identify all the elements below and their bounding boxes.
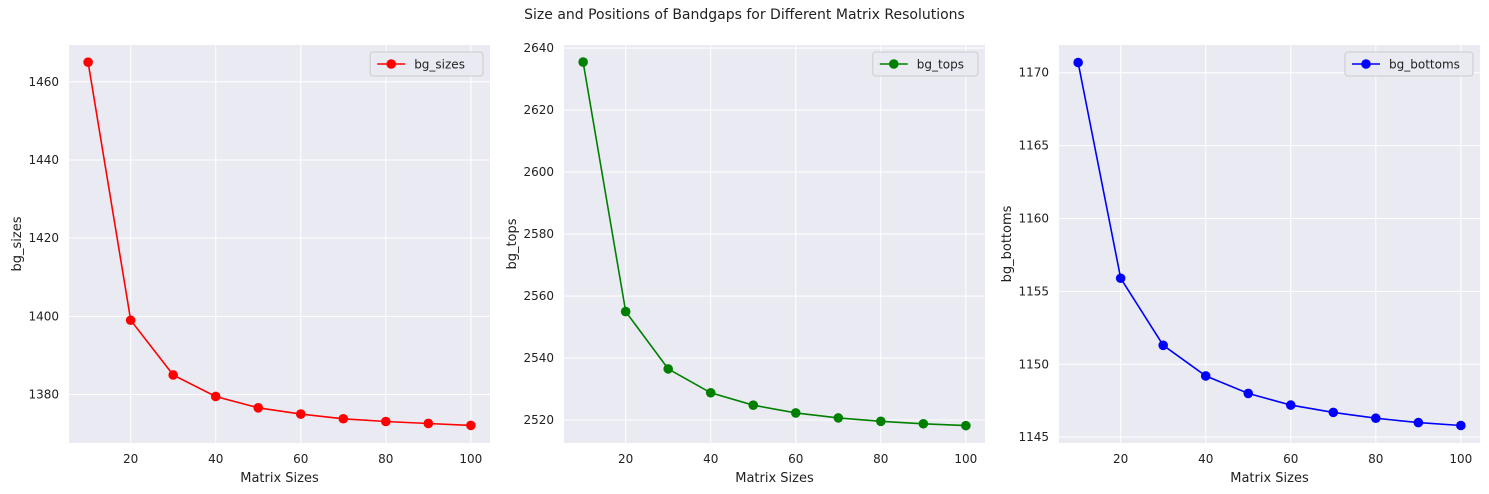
data-point [338,413,349,424]
x-tick-label: 40 [703,452,718,466]
series-line [582,61,966,427]
data-point [663,364,673,374]
y-tick-label: 1165 [1018,139,1049,153]
y-tick-label: 2620 [523,103,554,117]
y-tick-label: 2580 [523,227,554,241]
data-point [1456,420,1466,431]
data-point [748,400,759,410]
legend-marker [889,59,899,69]
data-point [466,420,476,431]
data-point [125,315,136,326]
figure-title: Size and Positions of Bandgaps for Diffe… [524,7,965,23]
legend-box [369,51,484,77]
legend: bg_sizes [369,51,484,77]
x-tick-label: 100 [954,452,977,466]
y-tick-label: 2600 [523,165,554,179]
series-line [1077,62,1461,427]
x-tick-label: 60 [1283,452,1298,466]
y-tick-label: 2640 [523,41,554,55]
y-tick-label: 1380 [28,388,59,402]
legend-marker [1361,59,1371,69]
y-tick-label: 2540 [523,351,554,365]
y-tick-label: 1420 [28,231,59,245]
x-tick-label: 80 [1368,452,1383,466]
y-axis-label: bg_sizes [10,216,25,271]
data-point [381,416,391,427]
legend-label: bg_sizes [414,58,465,72]
x-tick-label: 80 [873,452,888,466]
data-point [1115,273,1126,284]
chart-panel-2: 20 40 60 80 100 2520 2540 2560 2580 2600 2620 2640 M… [505,41,985,486]
x-tick-label: 40 [208,452,223,466]
y-tick-label: 2520 [523,413,554,427]
x-axis-label: Matrix Sizes [240,471,319,486]
x-tick-label: 20 [1113,452,1128,466]
x-tick-label: 60 [293,452,308,466]
y-tick-label: 2560 [523,289,554,303]
data-point [253,403,264,413]
data-point [168,370,178,380]
data-point [210,391,221,402]
x-tick-label: 20 [123,452,138,466]
legend-label: bg_bottoms [1389,58,1460,72]
data-point [705,387,716,398]
chart-panel-3: 20 40 60 80 100 1145 1150 1155 1160 1165 1170 Matri… [1000,45,1480,486]
x-axis-label: Matrix Sizes [735,471,814,486]
legend-marker [386,59,397,69]
y-tick-label: 1440 [28,153,59,167]
data-point [1285,400,1296,410]
y-tick-label: 1170 [1018,66,1049,80]
x-tick-label: 60 [788,452,803,466]
y-tick-label: 1150 [1018,357,1049,371]
y-tick-label: 1400 [28,309,59,323]
data-point [833,413,844,423]
y-axis-label: bg_tops [505,218,520,269]
data-point [1328,407,1339,418]
data-point [1200,371,1211,381]
x-tick-label: 20 [618,452,633,466]
legend: bg_bottoms [1344,51,1474,77]
data-point [578,57,588,67]
x-tick-label: 100 [459,452,482,466]
data-point [1073,57,1083,68]
data-point [1413,417,1424,428]
series-line [87,62,471,427]
y-axis-label: bg_bottoms [1000,205,1015,282]
data-point [1371,413,1381,424]
y-tick-label: 1460 [28,75,59,89]
plot-area [564,45,985,443]
data-point [83,57,93,68]
data-point [1158,340,1168,351]
x-tick-label: 100 [1449,452,1472,466]
y-tick-label: 1155 [1018,284,1049,298]
data-point [918,418,929,429]
chart-panel-1: 20 40 60 80 100 1380 1400 1420 1440 1460 Matrix Si… [10,45,490,486]
plot-area [69,45,490,443]
data-point [295,409,306,419]
y-tick-label: 1160 [1018,211,1049,225]
y-tick-label: 1145 [1018,430,1049,444]
legend-box [872,51,979,77]
x-tick-label: 80 [378,452,393,466]
data-point [1243,388,1254,399]
x-tick-label: 40 [1198,452,1213,466]
data-point [876,416,886,427]
x-axis-label: Matrix Sizes [1230,471,1309,486]
legend: bg_tops [872,51,979,77]
data-point [961,420,971,431]
plot-area [1059,45,1480,443]
legend-box [1344,51,1474,77]
data-point [620,306,631,317]
data-point [423,418,434,429]
legend-label: bg_tops [917,58,964,72]
data-point [790,408,801,418]
